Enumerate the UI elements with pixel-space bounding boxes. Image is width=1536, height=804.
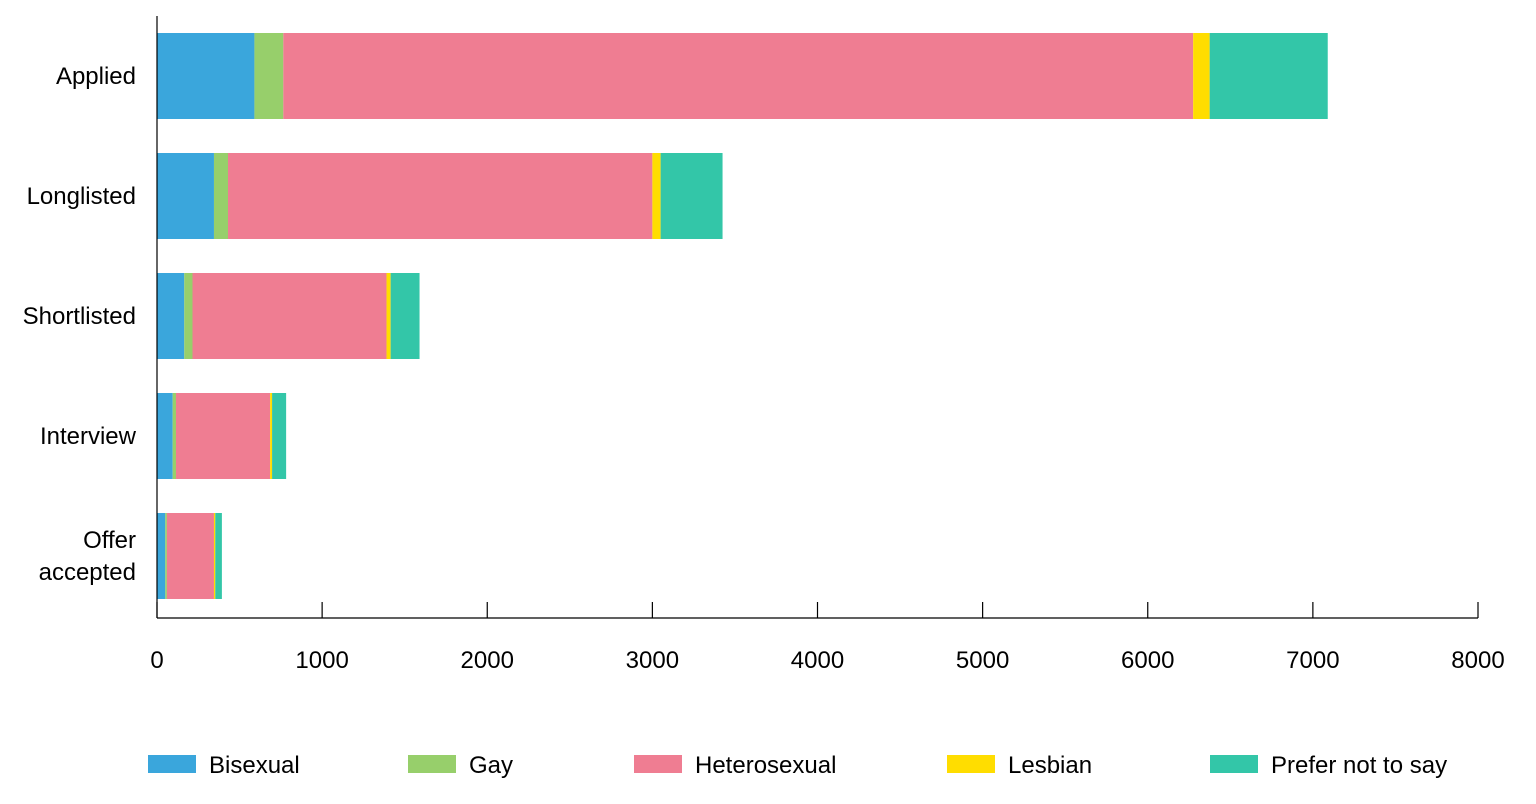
legend-label-heterosexual: Heterosexual bbox=[695, 752, 836, 779]
legend-label-prefer-not-to-say: Prefer not to say bbox=[1271, 752, 1447, 779]
x-tick-label: 4000 bbox=[791, 647, 844, 674]
bar-applied-bisexual bbox=[157, 33, 255, 119]
bar-interview-gay bbox=[172, 393, 176, 479]
x-tick-label: 5000 bbox=[956, 647, 1009, 674]
bars-layer bbox=[157, 33, 1328, 599]
bar-offer-accepted-lesbian bbox=[213, 513, 216, 599]
legend-label-lesbian: Lesbian bbox=[1008, 752, 1092, 779]
y-category-label: Offer accepted bbox=[39, 527, 136, 586]
bar-longlisted-gay bbox=[213, 153, 229, 239]
legend-swatch-bisexual bbox=[148, 755, 196, 773]
bar-longlisted-bisexual bbox=[157, 153, 214, 239]
bar-longlisted-lesbian bbox=[652, 153, 661, 239]
bar-offer-accepted-heterosexual bbox=[166, 513, 214, 599]
y-category-label-line: Offer bbox=[83, 527, 136, 554]
legend-swatch-heterosexual bbox=[634, 755, 682, 773]
x-tick-label: 8000 bbox=[1451, 647, 1504, 674]
y-category-label-line: Applied bbox=[56, 63, 136, 90]
x-tick-label: 0 bbox=[150, 647, 163, 674]
x-tick-label: 3000 bbox=[626, 647, 679, 674]
legend-swatch-gay bbox=[408, 755, 456, 773]
bar-longlisted-heterosexual bbox=[228, 153, 653, 239]
y-category-label: Applied bbox=[56, 63, 136, 90]
labels-layer: 0 1000 2000 3000 4000 5000 6000 7000 8000 Applied… bbox=[23, 63, 1505, 674]
x-tick-label: 1000 bbox=[295, 647, 348, 674]
legend: Bisexual Gay Heterosexual Lesbian Prefer not… bbox=[148, 752, 1447, 779]
y-category-label: Interview bbox=[40, 423, 137, 450]
y-category-label: Shortlisted bbox=[23, 303, 136, 330]
bar-applied-heterosexual bbox=[283, 33, 1194, 119]
x-tick-label: 6000 bbox=[1121, 647, 1174, 674]
bar-interview-prefer-not-to-say bbox=[272, 393, 287, 479]
y-category-label-line: Shortlisted bbox=[23, 303, 136, 330]
legend-label-bisexual: Bisexual bbox=[209, 752, 300, 779]
bar-offer-accepted-prefer-not-to-say bbox=[215, 513, 222, 599]
bar-shortlisted-prefer-not-to-say bbox=[390, 273, 420, 359]
legend-swatch-lesbian bbox=[947, 755, 995, 773]
bar-shortlisted-lesbian bbox=[386, 273, 391, 359]
bar-shortlisted-heterosexual bbox=[192, 273, 387, 359]
legend-swatch-prefer-not-to-say bbox=[1210, 755, 1258, 773]
legend-label-gay: Gay bbox=[469, 752, 513, 779]
y-category-label-line: Interview bbox=[40, 423, 137, 450]
bar-applied-gay bbox=[254, 33, 284, 119]
x-tick-label: 2000 bbox=[461, 647, 514, 674]
bar-applied-prefer-not-to-say bbox=[1209, 33, 1328, 119]
y-category-label: Longlisted bbox=[27, 183, 136, 210]
x-tick-label: 7000 bbox=[1286, 647, 1339, 674]
bar-offer-accepted-gay bbox=[165, 513, 167, 599]
bar-longlisted-prefer-not-to-say bbox=[660, 153, 723, 239]
bar-applied-lesbian bbox=[1193, 33, 1210, 119]
bar-interview-bisexual bbox=[157, 393, 173, 479]
bar-interview-lesbian bbox=[270, 393, 273, 479]
bar-shortlisted-gay bbox=[184, 273, 193, 359]
bar-shortlisted-bisexual bbox=[157, 273, 185, 359]
bar-offer-accepted-bisexual bbox=[157, 513, 166, 599]
axes-layer bbox=[156, 16, 1479, 619]
y-category-label-line: Longlisted bbox=[27, 183, 136, 210]
bar-interview-heterosexual bbox=[175, 393, 271, 479]
y-category-label-line: accepted bbox=[39, 559, 136, 586]
